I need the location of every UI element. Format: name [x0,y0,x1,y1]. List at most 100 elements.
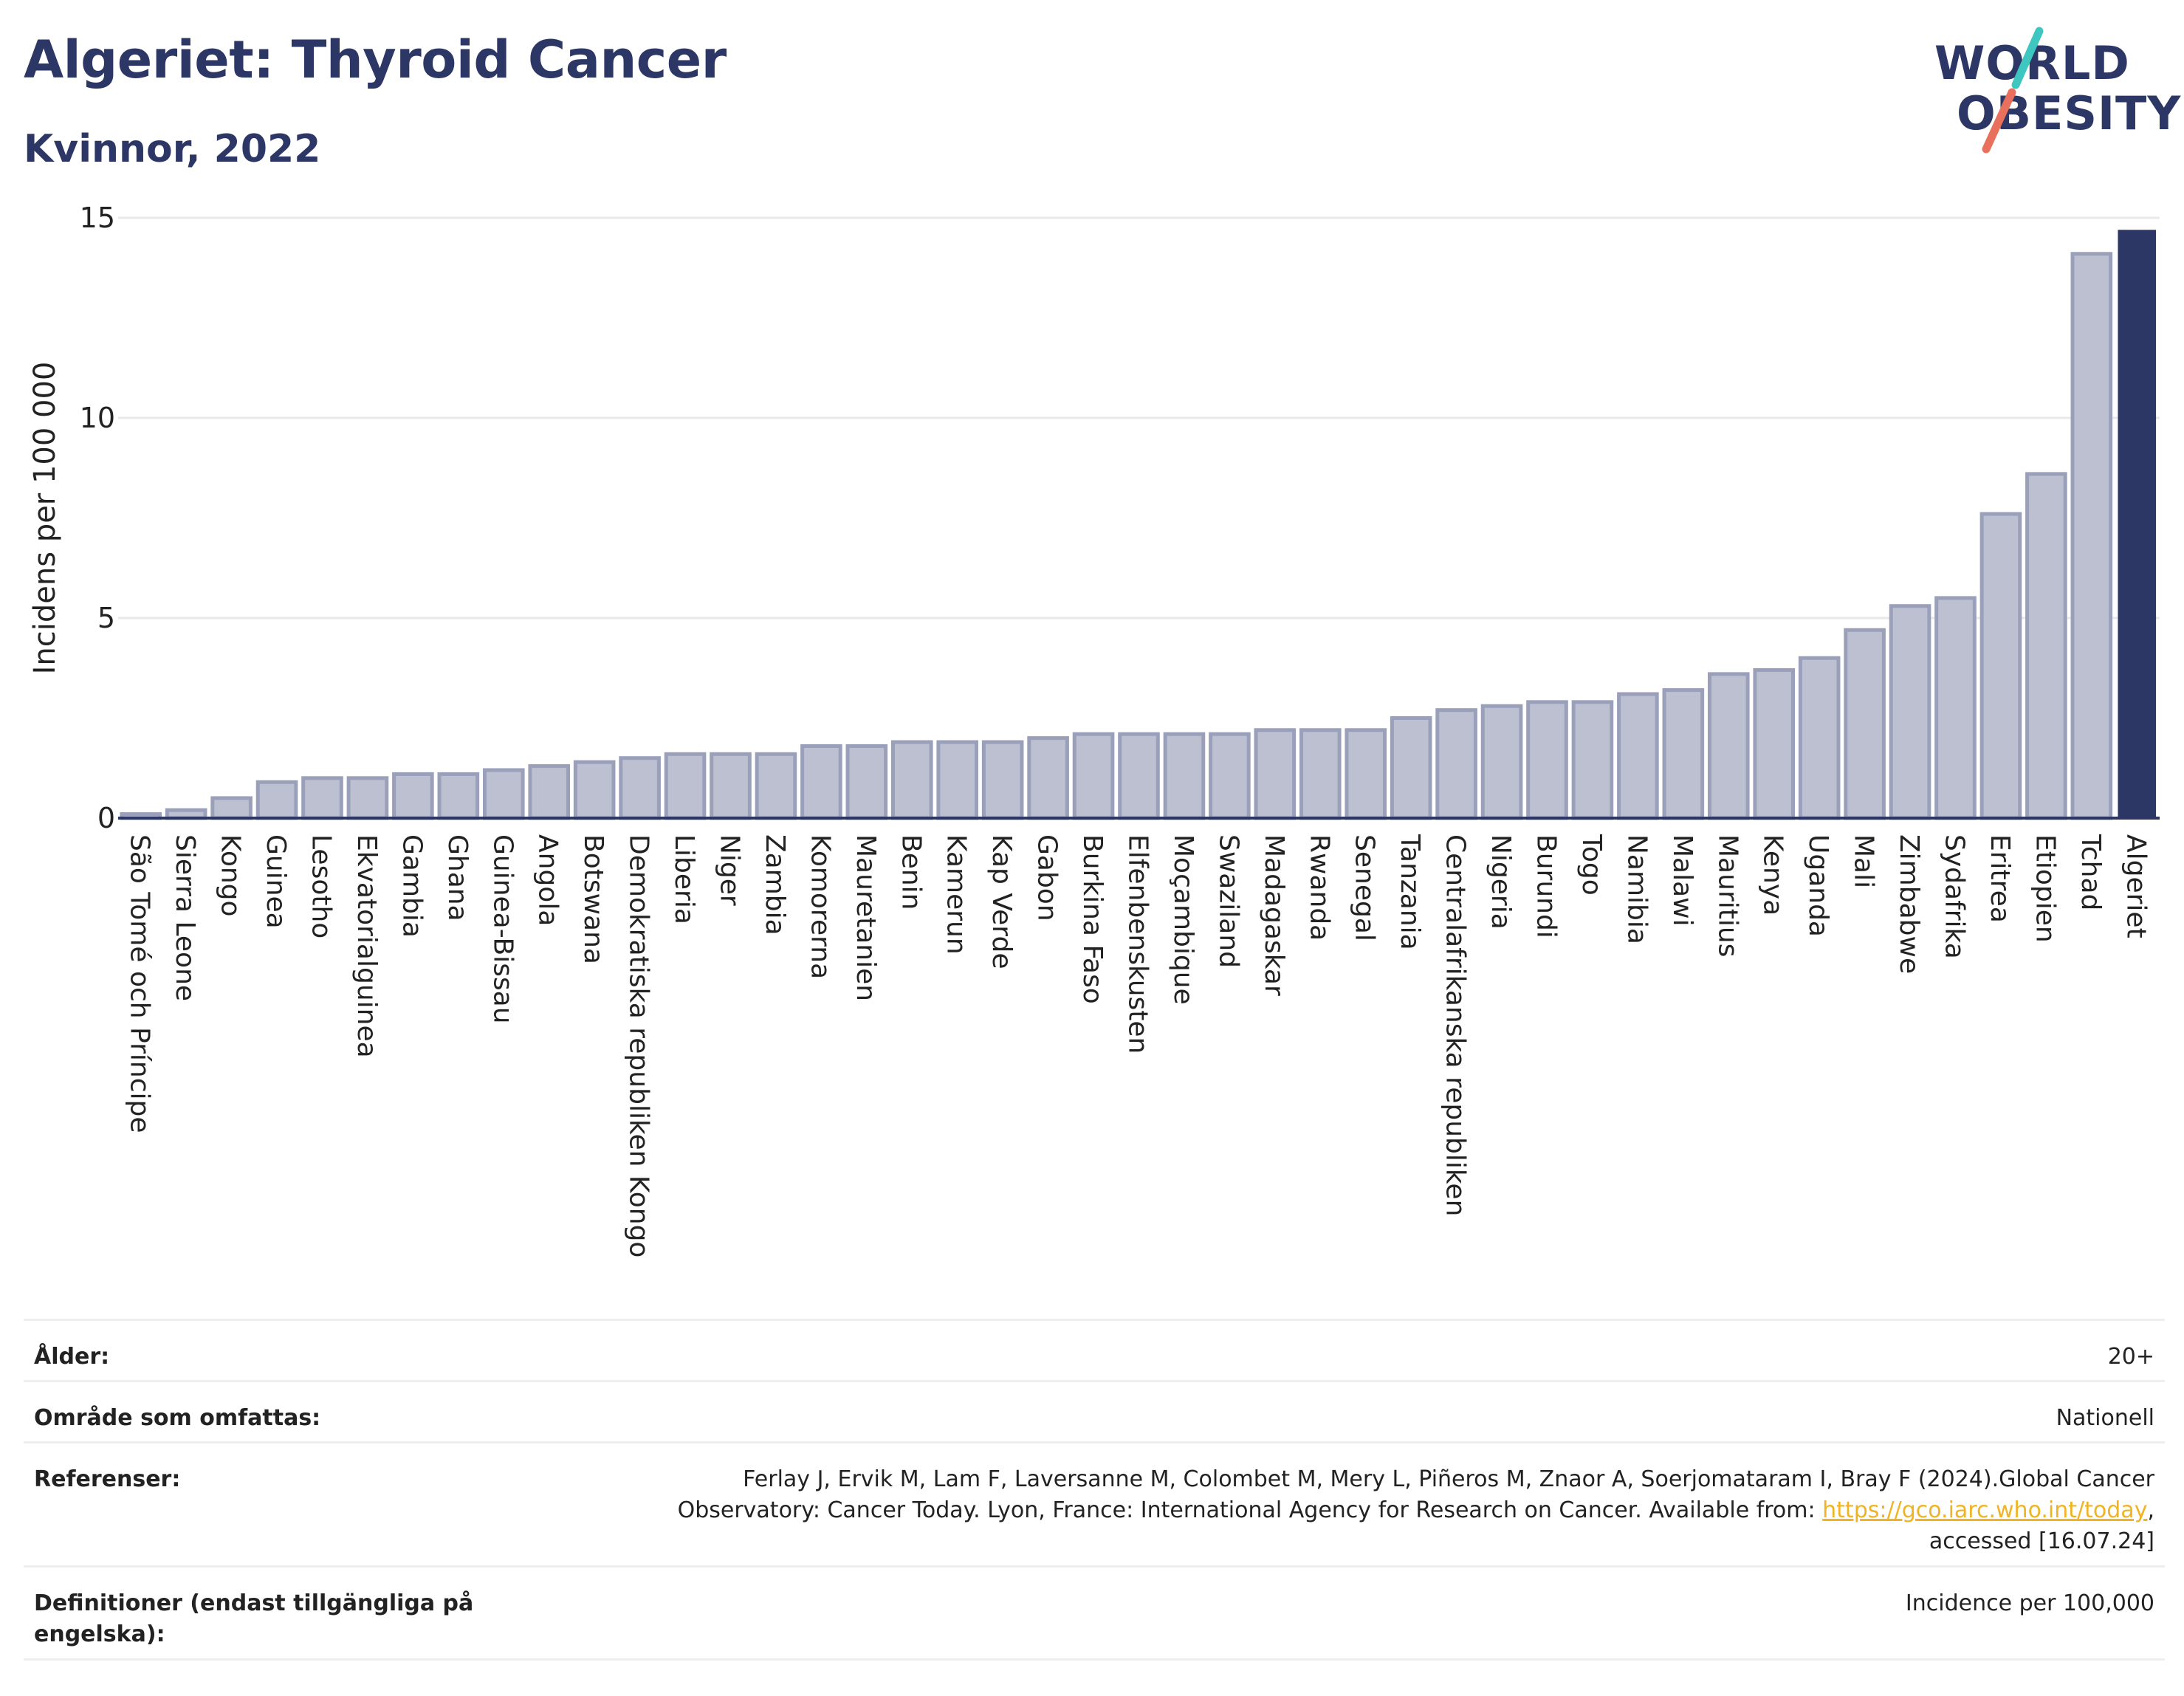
x-tick-label: Guinea-Bissau [487,834,518,1024]
x-tick-label: Gambia [396,834,427,938]
definitions-label: Definitioner (endast tillgängliga på eng… [34,1590,474,1647]
x-tick-label: Lesotho [306,834,337,938]
x-tick-label: Algeriet [2121,834,2151,938]
bar [664,752,707,820]
y-axis-label: Incidens per 100 000 [28,362,62,675]
x-tick-label: Zimbabwe [1894,834,1924,974]
x-tick-label: Ghana [442,834,473,921]
area-label: Område som omfattas: [34,1405,321,1431]
bar [1934,596,1977,820]
x-tick-label: Sydafrika [1940,834,1970,959]
x-tick-label: Namibia [1621,834,1652,944]
bar [1707,672,1750,820]
references-text-3: , [2147,1497,2154,1523]
bar [981,740,1024,820]
bar [1209,732,1251,820]
x-tick-label: Elfenbenskusten [1123,834,1153,1054]
bar [210,796,253,820]
y-tick-label: 10 [80,402,115,434]
logo-slash-icon [1982,27,2044,154]
x-tick-label: Gabon [1032,834,1062,921]
x-tick-label: Zambia [760,834,790,935]
bar [1390,716,1432,820]
bar [1798,656,1841,820]
x-tick-label: Komorerna [805,834,835,979]
x-tick-label: Uganda [1803,834,1833,937]
x-tick-label: Nigeria [1486,834,1516,930]
x-tick-label: Demokratiska republiken Kongo [624,834,654,1257]
age-label: Ålder: [34,1344,110,1370]
bar [1844,628,1886,820]
x-tick-label: Mali [1849,834,1879,888]
meta-row-definitions: Definitioner (endast tillgängliga på eng… [24,1565,2165,1658]
definitions-value: Incidence per 100,000 [1905,1590,2154,1616]
bar [301,776,343,820]
x-tick-label: Burkina Faso [1077,834,1108,1004]
bar [1480,704,1523,820]
x-tick-label: Kongo [216,834,246,917]
x-tick-label: Kap Verde [986,834,1017,969]
bar [1571,700,1614,820]
x-tick-label: Niger [715,834,745,906]
bar [1979,512,2022,820]
x-tick-label: Mauritius [1712,834,1742,957]
x-tick-label: Burundi [1531,834,1562,938]
x-tick-label: Centralafrikanska republiken [1440,834,1471,1216]
references-text-4: accessed [16.07.24] [1929,1528,2154,1554]
bar [346,776,389,820]
references-text-2: Observatory: Cancer Today. Lyon, France:… [677,1497,1823,1523]
page-title: Algeriet: Thyroid Cancer [24,30,727,90]
references-link[interactable]: https://gco.iarc.who.int/today [1822,1497,2148,1523]
references-value: Ferlay J, Ervik M, Lam F, Laversanne M, … [506,1464,2154,1565]
bar [1889,604,1931,820]
x-tick-label: Botswana [578,834,608,964]
world-obesity-logo: WORLD OBESITY [1927,22,2180,155]
bar [2025,472,2067,820]
bar [2118,230,2157,818]
x-tick-label: Togo [1576,834,1607,896]
bar [255,780,298,820]
bar [1526,700,1568,820]
meta-bottom-border [24,1658,2165,1661]
bar-chart: 0 5 10 15 Incidens per 100 000 São Tomé och P… [28,202,2160,1257]
bar [437,772,480,820]
bar [482,768,525,820]
bar [845,744,888,820]
bar [936,740,979,820]
x-tick-label: Eritrea [1985,834,2015,923]
bar [800,744,842,820]
bar [755,752,797,820]
bar [1662,688,1705,820]
meta-row-references: Referenser: Ferlay J, Ervik M, Lam F, La… [24,1441,2165,1565]
x-tick-label: Ekvatorialguinea [351,834,382,1058]
age-value: 20+ [2107,1344,2154,1370]
x-tick-label: Swaziland [1213,834,1243,968]
x-tick-label: Moçambique [1168,834,1198,1005]
x-tick-label: Liberia [669,834,699,924]
x-tick-label: Malawi [1667,834,1697,927]
bar [1435,708,1477,820]
bar [1163,732,1206,820]
bar [1072,732,1115,820]
y-tick-label: 0 [97,802,115,834]
x-tick-label: Senegal [1350,834,1380,941]
x-tick-label: Madagaskar [1259,834,1289,996]
bar [1027,736,1069,820]
bar [710,752,752,820]
x-tick-label: São Tomé och Príncipe [125,834,155,1133]
bar [619,756,661,820]
x-tick-label: Benin [896,834,926,910]
bar [1345,728,1387,820]
x-tick-label: Mauretanien [851,834,881,1001]
y-tick-label: 15 [80,202,115,234]
references-label: Referenser: [34,1466,181,1492]
bar [1118,732,1160,820]
x-tick-label: Etiopien [2030,834,2060,943]
bar [890,740,933,820]
bar [1254,728,1297,820]
x-tick-label: Tanzania [1395,834,1425,950]
x-tick-label: Angola [533,834,563,926]
x-tick-label: Sierra Leone [170,834,200,1001]
x-tick-label: Kamerun [941,834,972,955]
bar [392,772,434,820]
